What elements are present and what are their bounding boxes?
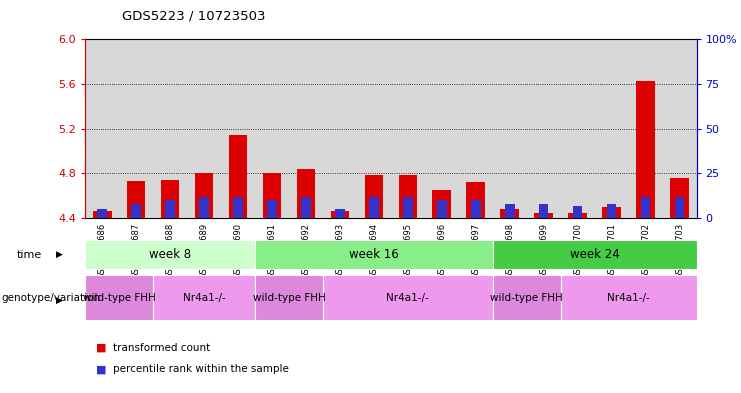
Bar (365, 174, 383, 218)
Bar (131, 204, 141, 218)
Bar (437, 200, 447, 218)
Bar (255, 275, 323, 320)
Bar (255, 240, 493, 269)
Bar (97, 209, 107, 218)
Text: week 8: week 8 (149, 248, 191, 261)
Bar (85, 39, 119, 218)
Bar (493, 39, 527, 218)
Bar (662, 39, 697, 218)
Bar (459, 39, 493, 218)
Bar (534, 213, 553, 218)
Text: Nr4a1-/-: Nr4a1-/- (183, 293, 225, 303)
Bar (573, 206, 582, 218)
Bar (500, 209, 519, 218)
Bar (637, 81, 655, 218)
Text: wild-type FHH: wild-type FHH (491, 293, 563, 303)
Bar (493, 240, 697, 269)
Bar (335, 209, 345, 218)
Bar (221, 39, 255, 218)
Bar (85, 275, 153, 320)
Bar (301, 196, 310, 218)
Bar (262, 173, 282, 218)
Bar (255, 39, 289, 218)
Bar (493, 275, 561, 320)
Bar (119, 39, 153, 218)
Bar (670, 178, 689, 218)
Bar (296, 169, 316, 218)
Bar (602, 207, 621, 218)
Bar (628, 39, 662, 218)
Bar (607, 204, 617, 218)
Bar (641, 196, 651, 218)
Text: ■: ■ (96, 364, 107, 375)
Text: week 24: week 24 (570, 248, 619, 261)
Bar (403, 196, 413, 218)
Text: transformed count: transformed count (113, 343, 210, 353)
Text: week 16: week 16 (349, 248, 399, 261)
Text: genotype/variation: genotype/variation (1, 292, 101, 303)
Text: wild-type FHH: wild-type FHH (253, 293, 325, 303)
Bar (594, 39, 628, 218)
Bar (233, 196, 243, 218)
Bar (527, 39, 561, 218)
Bar (323, 39, 357, 218)
Bar (357, 39, 391, 218)
Bar (399, 174, 417, 218)
Text: Nr4a1-/-: Nr4a1-/- (387, 293, 429, 303)
Text: time: time (16, 250, 41, 260)
Bar (471, 200, 480, 218)
Bar (568, 213, 587, 218)
Text: ▶: ▶ (56, 296, 63, 305)
Bar (391, 39, 425, 218)
Text: ▶: ▶ (56, 250, 63, 259)
Bar (127, 181, 145, 218)
Bar (195, 173, 213, 218)
Bar (268, 200, 276, 218)
Bar (199, 196, 209, 218)
Text: wild-type FHH: wild-type FHH (83, 293, 156, 303)
Text: percentile rank within the sample: percentile rank within the sample (113, 364, 288, 375)
Text: GDS5223 / 10723503: GDS5223 / 10723503 (122, 10, 266, 23)
Bar (369, 196, 379, 218)
Bar (505, 204, 514, 218)
Bar (229, 136, 247, 218)
Bar (153, 275, 255, 320)
Bar (85, 240, 255, 269)
Bar (330, 211, 349, 218)
Bar (539, 204, 548, 218)
Bar (561, 39, 594, 218)
Bar (675, 196, 684, 218)
Bar (187, 39, 221, 218)
Bar (93, 211, 112, 218)
Text: ■: ■ (96, 343, 107, 353)
Bar (466, 182, 485, 218)
Text: Nr4a1-/-: Nr4a1-/- (607, 293, 650, 303)
Bar (161, 180, 179, 218)
Bar (289, 39, 323, 218)
Bar (561, 275, 697, 320)
Bar (165, 200, 175, 218)
Bar (323, 275, 493, 320)
Bar (433, 190, 451, 218)
Bar (153, 39, 187, 218)
Bar (425, 39, 459, 218)
